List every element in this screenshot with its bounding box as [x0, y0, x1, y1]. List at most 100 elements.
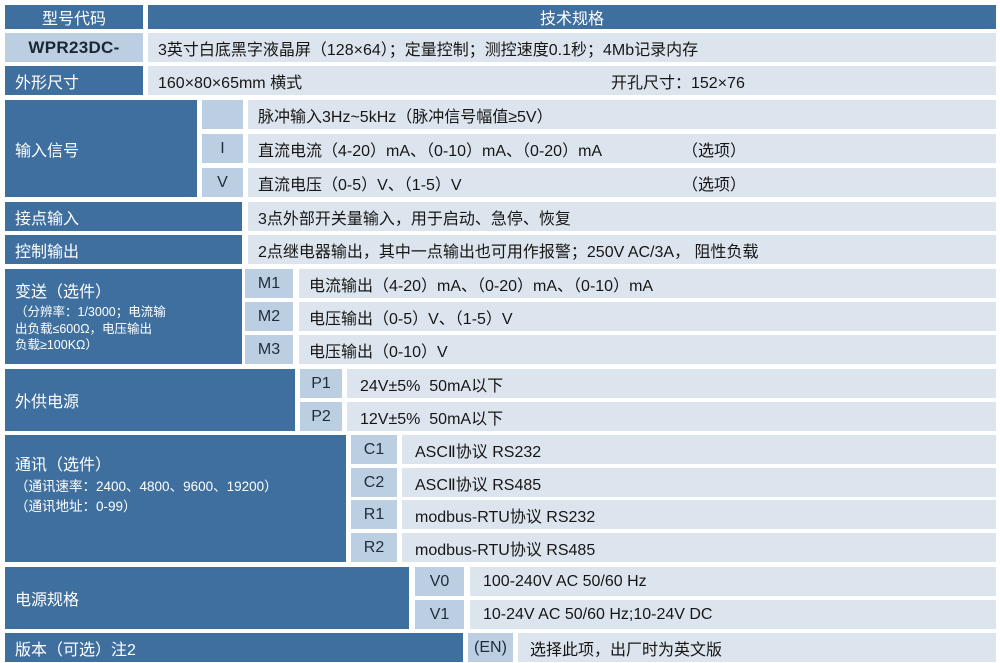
code-cell-P1: P1 [300, 369, 342, 398]
model-code-value: WPR23DC- [28, 37, 120, 57]
M2-text: 电压输出（0-5）V、（1-5）V [309, 310, 513, 328]
row-C1: ASCⅡ协议 RS232 [402, 435, 996, 464]
communication-note-1: （通讯速率：2400、4800、9600、19200） [15, 478, 278, 494]
code-cell-M1: M1 [245, 269, 293, 298]
code-V1: V1 [429, 605, 450, 623]
code-R1: R1 [363, 505, 385, 523]
transmit-note-3: 负载≥100KΩ） [15, 338, 98, 353]
dc-voltage-text: 直流电压（0-5）V、（1-5）V [258, 176, 462, 194]
code-cell-V: V [202, 168, 243, 197]
dimension-label: 外形尺寸 [15, 74, 80, 92]
row-R2: modbus-RTU协议 RS485 [402, 533, 996, 562]
code-cell-C1: C1 [351, 435, 397, 464]
section-input-signal: 输入信号 [5, 100, 197, 197]
R2-text: modbus-RTU协议 RS485 [415, 541, 596, 559]
R1-text: modbus-RTU协议 RS232 [415, 508, 596, 526]
communication-title: 通讯（选件） [15, 456, 112, 474]
dimension-label-cell: 外形尺寸 [5, 66, 143, 95]
row-M2: 电压输出（0-5）V、（1-5）V [299, 302, 996, 331]
transmit-title: 变送（选件） [15, 284, 112, 302]
V0-text: 100-240V AC 50/60 Hz [483, 572, 647, 590]
pulse-input-text: 脉冲输入3Hz~5kHz（脉冲信号幅值≥5V） [258, 108, 553, 126]
dimension-value-cell: 160×80×65mm 横式 开孔尺寸：152×76 [148, 66, 996, 95]
code-EN: (EN) [474, 638, 507, 656]
code-cell-EN: (EN) [468, 633, 513, 662]
code-I: I [220, 139, 225, 157]
code-cell-M2: M2 [245, 302, 293, 331]
dimension-size: 160×80×65mm 横式 [158, 74, 303, 92]
header-model-code: 型号代码 [5, 5, 143, 29]
section-external-power: 外供电源 [5, 369, 295, 431]
code-cell-R1: R1 [351, 500, 397, 529]
contact-input-label: 接点输入 [15, 210, 80, 228]
row-dc-voltage: 直流电压（0-5）V、（1-5）V （选项） [248, 168, 996, 197]
header-model-code-label: 型号代码 [41, 11, 106, 28]
row-C2: ASCⅡ协议 RS485 [402, 468, 996, 497]
section-power-spec: 电源规格 [5, 567, 409, 629]
code-R2: R2 [363, 538, 385, 556]
model-desc-cell: 3英寸白底黑字液晶屏（128×64）；定量控制；测控速度0.1秒；4Mb记录内存 [148, 33, 996, 62]
row-pulse-input: 脉冲输入3Hz~5kHz（脉冲信号幅值≥5V） [248, 100, 996, 129]
code-cell-M3: M3 [245, 335, 293, 364]
code-cell-R2: R2 [351, 533, 397, 562]
header-tech-spec-label: 技术规格 [539, 11, 604, 28]
row-V0: 100-240V AC 50/60 Hz [470, 567, 996, 596]
P2-text: 12V±5% 50mA以下 [360, 410, 504, 428]
code-cell-C2: C2 [351, 468, 397, 497]
control-output-text: 2点继电器输出，其中一点输出也可用作报警；250V AC/3A， 阻性负载 [258, 243, 759, 261]
code-P1: P1 [311, 374, 331, 392]
code-cell-V1: V1 [415, 600, 464, 629]
code-M1: M1 [257, 274, 281, 292]
control-output-desc-cell: 2点继电器输出，其中一点输出也可用作报警；250V AC/3A， 阻性负载 [248, 235, 996, 264]
P1-text: 24V±5% 50mA以下 [360, 377, 504, 395]
version-label-cell: 版本（可选）注2 [5, 633, 463, 662]
M3-text: 电压输出（0-10）V [309, 343, 448, 361]
input-signal-title: 输入信号 [15, 142, 80, 160]
dc-voltage-option: （选项） [682, 176, 747, 194]
model-desc-text: 3英寸白底黑字液晶屏（128×64）；定量控制；测控速度0.1秒；4Mb记录内存 [158, 41, 699, 59]
transmit-note-2: 出负载≤600Ω，电压输出 [15, 321, 153, 336]
control-output-label: 控制输出 [15, 243, 80, 261]
V1-text: 10-24V AC 50/60 Hz;10-24V DC [483, 605, 713, 623]
contact-input-desc-cell: 3点外部开关量输入，用于启动、急停、恢复 [248, 202, 996, 231]
code-cell-pulse [202, 100, 243, 129]
version-label: 版本（可选）注2 [15, 641, 136, 659]
code-cell-P2: P2 [300, 402, 342, 431]
row-dc-current: 直流电流（4-20）mA、（0-10）mA、（0-20）mA （选项） [248, 134, 996, 163]
version-text: 选择此项，出厂时为英文版 [530, 641, 723, 659]
model-code-cell: WPR23DC- [5, 33, 143, 62]
communication-note-2: （通讯地址：0-99） [15, 498, 137, 514]
row-P2: 12V±5% 50mA以下 [347, 402, 996, 431]
M1-text: 电流输出（4-20）mA、（0-20）mA、（0-10）mA [309, 277, 654, 295]
dc-current-text: 直流电流（4-20）mA、（0-10）mA、（0-20）mA [258, 142, 603, 160]
section-communication: 通讯（选件） （通讯速率：2400、4800、9600、19200） （通讯地址… [5, 435, 346, 562]
C2-text: ASCⅡ协议 RS485 [415, 476, 542, 494]
section-transmit: 变送（选件） （分辨率：1/3000；电流输 出负载≤600Ω，电压输出 负载≥… [5, 269, 242, 364]
code-P2: P2 [311, 407, 331, 425]
power-spec-title: 电源规格 [15, 592, 80, 609]
code-C1: C1 [363, 440, 385, 458]
external-power-title: 外供电源 [15, 394, 80, 411]
version-desc-cell: 选择此项，出厂时为英文版 [518, 633, 996, 662]
row-V1: 10-24V AC 50/60 Hz;10-24V DC [470, 600, 996, 629]
control-output-label-cell: 控制输出 [5, 235, 242, 264]
row-M1: 电流输出（4-20）mA、（0-20）mA、（0-10）mA [299, 269, 996, 298]
row-P1: 24V±5% 50mA以下 [347, 369, 996, 398]
contact-input-label-cell: 接点输入 [5, 202, 242, 231]
dimension-cutout: 开孔尺寸：152×76 [611, 74, 745, 92]
code-V: V [217, 173, 228, 191]
contact-input-text: 3点外部开关量输入，用于启动、急停、恢复 [258, 210, 571, 228]
dc-current-option: （选项） [682, 142, 747, 160]
code-V0: V0 [429, 572, 450, 590]
transmit-note-1: （分辨率：1/3000；电流输 [15, 305, 166, 320]
row-M3: 电压输出（0-10）V [299, 335, 996, 364]
C1-text: ASCⅡ协议 RS232 [415, 443, 542, 461]
code-cell-V0: V0 [415, 567, 464, 596]
code-M2: M2 [257, 307, 281, 325]
code-cell-I: I [202, 134, 243, 163]
code-C2: C2 [363, 473, 385, 491]
header-tech-spec: 技术规格 [148, 5, 996, 29]
code-M3: M3 [257, 340, 281, 358]
row-R1: modbus-RTU协议 RS232 [402, 500, 996, 529]
